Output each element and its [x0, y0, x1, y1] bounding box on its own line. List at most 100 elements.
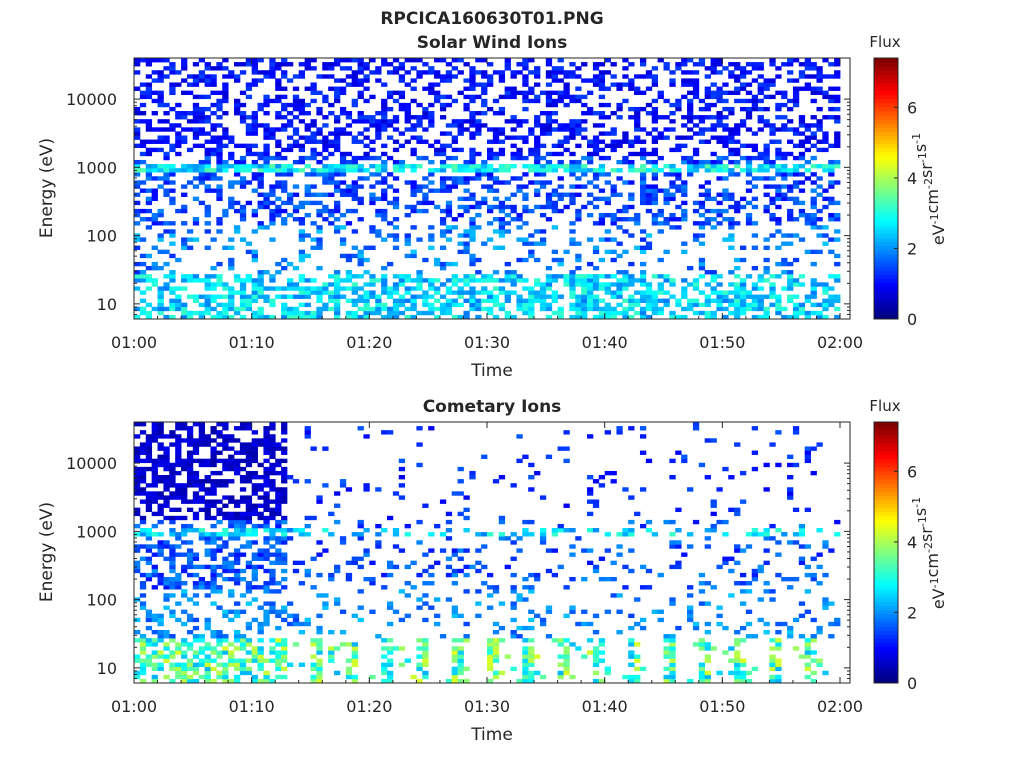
spectrogram-cell: [281, 127, 288, 132]
spectrogram-cell: [445, 229, 453, 234]
spectrogram-cell: [216, 176, 223, 181]
spectrogram-cell: [139, 458, 147, 464]
spectrogram-cell: [381, 212, 388, 218]
spectrogram-cell: [498, 515, 506, 521]
spectrogram-cell: [422, 662, 429, 667]
spectrogram-cell: [610, 306, 617, 312]
spectrogram-cell: [216, 650, 223, 655]
spectrogram-cell: [363, 151, 370, 157]
spectrogram-cell: [198, 581, 205, 586]
spectrogram-cell: [257, 511, 264, 517]
spectrogram-cell: [186, 168, 194, 173]
spectrogram-cell: [363, 62, 370, 67]
spectrogram-cell: [281, 638, 288, 643]
spectrogram-cell: [257, 678, 264, 684]
spectrogram-cell: [451, 147, 458, 153]
spectrogram-cell: [587, 302, 594, 308]
spectrogram-cell: [134, 192, 141, 197]
colorbar-swatch: [874, 127, 898, 132]
spectrogram-cell: [245, 519, 253, 525]
spectrogram-cell: [557, 66, 564, 71]
spectrogram-cell: [592, 249, 600, 255]
spectrogram-cell: [669, 196, 676, 202]
spectrogram-cell: [487, 646, 494, 651]
spectrogram-cell: [169, 278, 176, 283]
spectrogram-cell: [275, 196, 282, 202]
spectrogram-cell: [510, 483, 517, 488]
spectrogram-cell: [134, 670, 141, 676]
spectrogram-cell: [751, 168, 759, 173]
spectrogram-cell: [234, 674, 241, 680]
spectrogram-cell: [498, 111, 506, 116]
spectrogram-cell: [716, 200, 723, 206]
spectrogram-cell: [151, 245, 158, 250]
spectrogram-cell: [163, 306, 170, 312]
spectrogram-cell: [516, 90, 523, 96]
spectrogram-cell: [604, 314, 611, 320]
spectrogram-cell: [169, 168, 176, 173]
spectrogram-cell: [339, 164, 347, 169]
spectrogram-cell: [628, 278, 635, 283]
spectrogram-cell: [292, 106, 300, 112]
spectrogram-cell: [157, 310, 164, 316]
spectrogram-cell: [569, 70, 576, 75]
spectrogram-cell: [328, 282, 335, 287]
spectrogram-cell: [669, 646, 676, 651]
spectrogram-cell: [681, 143, 688, 149]
spectrogram-cell: [592, 294, 600, 299]
spectrogram-cell: [434, 90, 441, 96]
spectrogram-cell: [745, 290, 753, 295]
spectrogram-cell: [498, 290, 506, 295]
spectrogram-cell: [216, 147, 223, 153]
spectrogram-cell: [192, 217, 200, 222]
spectrogram-cell: [398, 102, 406, 108]
spectrogram-cell: [592, 147, 600, 153]
spectrogram-cell: [510, 94, 517, 100]
spectrogram-cell: [257, 176, 264, 181]
spectrogram-cell: [587, 511, 594, 517]
spectrogram-cell: [651, 176, 659, 181]
spectrogram-cell: [534, 168, 541, 173]
spectrogram-cell: [775, 66, 782, 71]
spectrogram-cell: [298, 528, 306, 533]
spectrogram-cell: [186, 229, 194, 234]
spectrogram-cell: [363, 483, 370, 488]
spectrogram-cell: [357, 164, 364, 169]
spectrogram-cell: [822, 147, 829, 153]
spectrogram-cell: [787, 270, 794, 275]
spectrogram-cell: [716, 90, 723, 96]
spectrogram-cell: [151, 462, 158, 468]
spectrogram-cell: [657, 131, 664, 136]
spectrogram-cell: [575, 168, 582, 173]
spectrogram-cell: [781, 62, 788, 67]
spectrogram-cell: [428, 426, 435, 431]
spectrogram-cell: [622, 298, 629, 303]
spectrogram-cell: [222, 646, 229, 651]
spectrogram-cell: [792, 314, 800, 320]
spectrogram-cell: [775, 74, 782, 79]
spectrogram-cell: [422, 111, 429, 116]
spectrogram-cell: [504, 274, 511, 279]
spectrogram-cell: [357, 90, 364, 96]
spectrogram-cell: [328, 646, 335, 651]
spectrogram-cell: [534, 613, 541, 619]
spectrogram-cell: [351, 662, 358, 667]
spectrogram-cell: [445, 290, 453, 295]
spectrogram-cell: [275, 528, 282, 533]
spectrogram-cell: [628, 168, 635, 173]
spectrogram-cell: [598, 82, 606, 87]
spectrogram-cell: [663, 290, 670, 295]
spectrogram-cell: [622, 306, 629, 312]
spectrogram-cell: [804, 221, 811, 226]
spectrogram-cell: [675, 450, 682, 455]
spectrogram-cell: [210, 127, 217, 132]
spectrogram-cell: [304, 515, 311, 521]
spectrogram-cell: [710, 94, 717, 100]
spectrogram-cell: [769, 159, 776, 165]
spectrogram-cell: [728, 298, 735, 303]
spectrogram-cell: [698, 572, 706, 578]
spectrogram-cell: [451, 74, 458, 79]
spectrogram-cell: [781, 241, 788, 246]
spectrogram-cell: [628, 62, 635, 67]
spectrogram-cell: [134, 434, 141, 439]
